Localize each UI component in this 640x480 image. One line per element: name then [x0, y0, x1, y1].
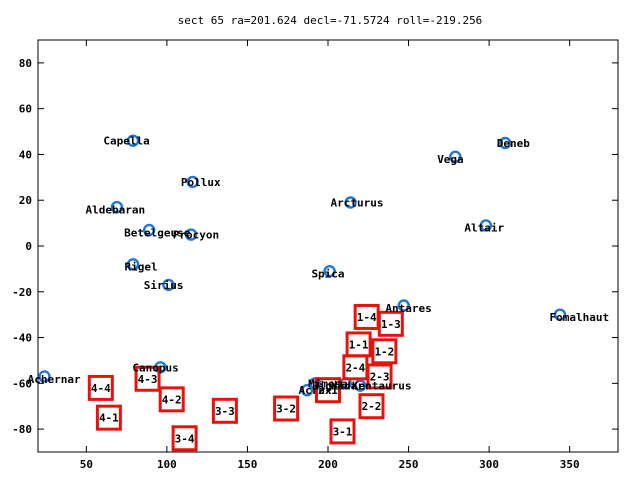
x-tick-label: 350: [560, 458, 580, 471]
star-marker-antares: [397, 299, 410, 312]
y-tick-label: -80: [12, 423, 32, 436]
x-tick-label: 50: [80, 458, 93, 471]
star-marker-pollux: [186, 175, 199, 189]
sector-box-label-3-3: 3-3: [215, 405, 235, 418]
y-tick-label: 20: [19, 194, 32, 207]
x-tick-label: 250: [399, 458, 419, 471]
sector-box-1-2: [371, 338, 398, 365]
star-label-aldebaran: Aldebaran: [86, 203, 146, 216]
star-label-rigel: Rigel: [125, 261, 158, 274]
sector-box-label-3-1: 3-1: [333, 425, 353, 438]
sector-box-label-2-1: 2-1: [318, 384, 338, 397]
star-marker-vega: [449, 150, 462, 163]
star-marker-capella: [126, 134, 140, 147]
star-label-spica: Spica: [311, 267, 344, 280]
sector-box-3-2: [273, 395, 300, 422]
sector-box-label-3-4: 3-4: [175, 432, 195, 445]
sector-box-label-1-3: 1-3: [381, 318, 401, 331]
sector-box-label-3-2: 3-2: [276, 403, 296, 416]
star-marker-spica: [323, 264, 336, 278]
y-tick-label: 60: [19, 103, 32, 116]
star-label-pollux: Pollux: [181, 176, 221, 189]
y-tick-label: -40: [12, 332, 32, 345]
sector-box-label-1-1: 1-1: [349, 338, 369, 351]
sector-boxes: 1-4 1-3 1-1 1-2 2-4 2-3 2-1 2-2 3-2 3-1 3-3 3-4 4-3 4…: [87, 303, 404, 452]
star-label-altair: Altair: [464, 222, 504, 235]
star-marker-fomalhaut: [553, 308, 567, 321]
star-marker-arcturus: [344, 196, 357, 209]
sector-box-4-4: [87, 374, 114, 401]
star-label-acrux: Acrux: [299, 384, 332, 397]
star-label-hadar: Hadar: [331, 380, 364, 393]
sector-box-label-4-2: 4-2: [162, 393, 182, 406]
star-marker-sirius: [162, 278, 175, 292]
star-marker-procyon: [184, 228, 198, 241]
star-label-achernar: Achernar: [28, 373, 81, 386]
y-tick-label: 0: [25, 240, 32, 253]
sector-box-label-4-1: 4-1: [99, 412, 119, 425]
star-label-canopus: Canopus: [132, 361, 178, 374]
star-label-fomalhaut: Fomalhaut: [550, 311, 610, 324]
star-label-deneb: Deneb: [497, 137, 530, 150]
sector-box-label-2-3: 2-3: [370, 370, 390, 383]
y-tick-label: -20: [12, 286, 32, 299]
sector-box-3-1: [329, 418, 356, 445]
star-marker-deneb: [499, 136, 512, 150]
x-tick-label: 200: [318, 458, 338, 471]
star-marker-rigil-kentaurus: [354, 379, 367, 392]
sector-box-2-2: [358, 393, 385, 420]
sector-box-label-1-2: 1-2: [374, 345, 394, 358]
sector-box-2-1: [315, 377, 341, 404]
sector-box-4-3: [134, 365, 161, 392]
sector-box-1-3: [377, 310, 404, 337]
star-label-betelgeuse: Betelgeuse: [124, 226, 191, 239]
sector-box-3-4: [171, 425, 198, 452]
x-tick-label: 300: [479, 458, 499, 471]
sector-box-label-2-2: 2-2: [362, 400, 382, 413]
star-label-procyon: Procyon: [173, 229, 219, 242]
star-markers: [38, 134, 567, 397]
sector-box-label-4-3: 4-3: [138, 373, 158, 386]
y-tick-label: 40: [19, 148, 32, 161]
sector-box-label-4-4: 4-4: [91, 382, 111, 395]
sector-box-label-2-4: 2-4: [345, 361, 365, 374]
axes: 50 100 150 200 250 300 350 -80 -60 -40 -20 0 20 40 60 8…: [12, 39, 619, 471]
sector-box-4-1: [95, 404, 122, 431]
y-tick-label: 80: [19, 57, 32, 70]
x-tick-label: 100: [157, 458, 177, 471]
star-marker-altair: [479, 219, 493, 232]
star-marker-rigel: [126, 258, 140, 271]
star-marker-achernar: [38, 370, 51, 383]
star-label-antares: Antares: [385, 302, 431, 315]
star-marker-aldebaran: [110, 200, 124, 214]
star-label-mimosa: Mimosa: [308, 377, 348, 390]
star-marker-acrux: [300, 384, 314, 397]
sector-box-2-3: [366, 363, 393, 390]
chart-title: sect 65 ra=201.624 decl=-71.5724 roll=-2…: [178, 14, 483, 27]
star-marker-betelgeuse: [142, 223, 156, 237]
x-tick-label: 150: [238, 458, 258, 471]
star-label-arcturus: Arcturus: [331, 197, 384, 210]
y-tick-label: -60: [12, 377, 32, 390]
sector-box-4-2: [158, 386, 185, 413]
sector-box-3-3: [211, 397, 238, 424]
star-label-rigil-kentaurus: Rigil Kentaurus: [312, 380, 411, 393]
sector-box-label-1-4: 1-4: [357, 311, 377, 324]
star-label-vega: Vega: [437, 153, 464, 166]
star-label-capella: Capella: [103, 135, 149, 148]
star-label-sirius: Sirius: [144, 279, 184, 292]
